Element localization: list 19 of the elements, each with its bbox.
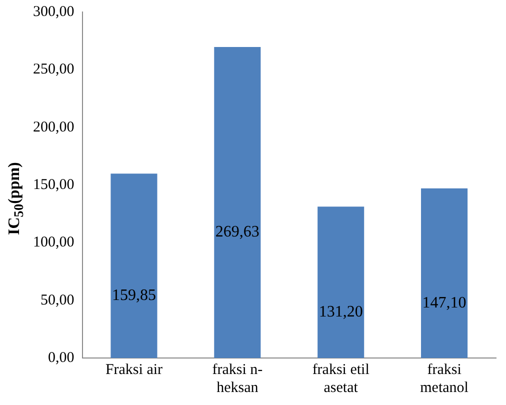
x-tick-label: fraksi metanol bbox=[420, 362, 468, 396]
y-tick-label: 150,00 bbox=[33, 176, 74, 193]
y-tick-label: 0,00 bbox=[48, 350, 74, 366]
y-tick-label: 100,00 bbox=[33, 234, 74, 251]
bar bbox=[318, 206, 364, 358]
y-tick-label: 300,00 bbox=[33, 4, 74, 20]
x-tick-label: fraksi n-heksan bbox=[212, 362, 263, 396]
bar bbox=[110, 174, 158, 358]
y-tick-label: 250,00 bbox=[33, 62, 74, 78]
x-tick-label: fraksi etil asetat bbox=[312, 362, 370, 396]
bar bbox=[421, 188, 468, 358]
x-tick-label: Fraksi air bbox=[105, 362, 163, 378]
y-tick-label: 50,00 bbox=[40, 292, 74, 308]
data-label: 131,20 bbox=[318, 304, 363, 321]
data-label: 147,10 bbox=[422, 294, 466, 312]
data-label: 269,63 bbox=[215, 224, 260, 241]
y-tick-label: 200,00 bbox=[33, 119, 74, 136]
bar bbox=[214, 47, 261, 358]
data-label: 159,85 bbox=[112, 287, 156, 304]
